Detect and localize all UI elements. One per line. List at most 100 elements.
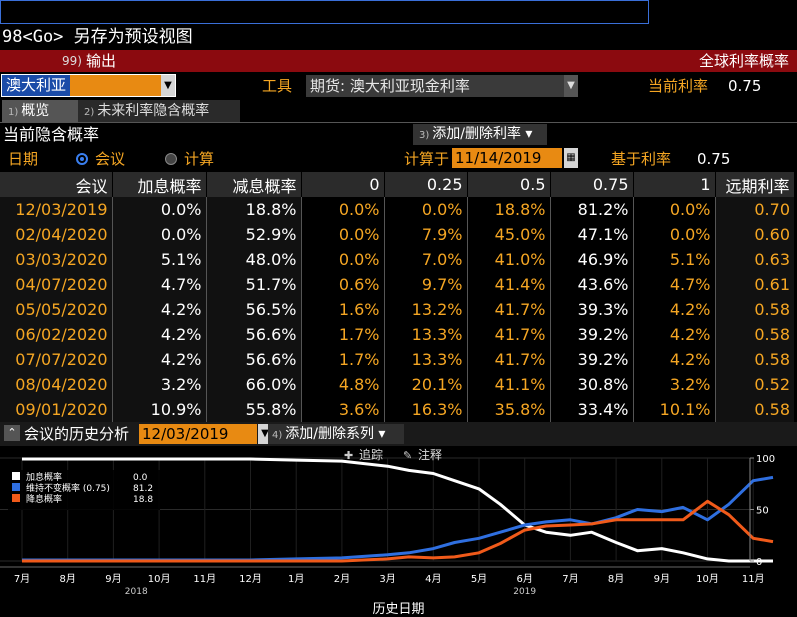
col-header-forward-rate[interactable]: 远期利率 xyxy=(715,172,795,197)
tab-bar: 1) 概览 2) 未来利率隐含概率 xyxy=(0,100,797,123)
probability-cell: 13.2% xyxy=(384,297,468,322)
command-input[interactable] xyxy=(0,0,649,24)
command-line[interactable]: 98<Go> 另存为预设视图 xyxy=(2,27,193,47)
probability-cell: 52.9% xyxy=(206,222,302,247)
calc-date-input[interactable]: 11/14/2019 xyxy=(452,148,562,168)
probability-cell: 35.8% xyxy=(467,397,551,422)
probability-cell: 41.7% xyxy=(467,297,551,322)
col-header-rate[interactable]: 0.25 xyxy=(384,172,468,197)
series-line xyxy=(22,499,774,563)
probability-cell: 0.0% xyxy=(112,197,207,222)
probability-cell: 4.2% xyxy=(112,297,207,322)
add-remove-rate-button[interactable]: 3) 添加/删除利率 ▾ xyxy=(413,124,547,145)
chevron-down-icon[interactable]: ▼ xyxy=(564,75,578,97)
probability-cell: 30.8% xyxy=(550,372,634,397)
table-row[interactable]: 09/01/2020 10.9% 55.8% 3.6% 16.3% 35.8% 33.4% 1… xyxy=(0,397,794,422)
probability-cell: 81.2% xyxy=(550,197,634,222)
base-rate-label: 基于利率 xyxy=(611,150,672,168)
country-select[interactable]: 澳大利亚 ▼ xyxy=(1,74,176,97)
legend-label: 加息概率 xyxy=(26,471,62,483)
pencil-icon[interactable]: ✎ xyxy=(403,449,412,462)
options-row: 日期 会议 计算 计算于 11/14/2019 ▦ 基于利率 0.75 xyxy=(0,147,797,171)
col-header-meeting[interactable]: 会议 xyxy=(0,172,113,197)
probability-cell: 13.3% xyxy=(384,322,468,347)
page-title: 全球利率概率 xyxy=(698,52,789,70)
col-header-hike[interactable]: 加息概率 xyxy=(112,172,207,197)
export-button[interactable]: 输出 xyxy=(86,52,117,70)
country-value: 澳大利亚 xyxy=(2,75,71,96)
calc-option-label: 计算 xyxy=(184,150,215,168)
forward-rate-cell: 0.58 xyxy=(715,322,794,347)
forward-rate-cell: 0.60 xyxy=(715,222,794,247)
collapse-icon[interactable]: ⌃ xyxy=(4,425,20,441)
probability-cell: 0.0% xyxy=(301,222,385,247)
table-row[interactable]: 08/04/2020 3.2% 66.0% 4.8% 20.1% 41.1% 30.8% 3.… xyxy=(0,372,794,397)
forward-rate-cell: 0.61 xyxy=(715,272,794,297)
table-row[interactable]: 02/04/2020 0.0% 52.9% 0.0% 7.9% 45.0% 47.1% 0.0… xyxy=(0,222,794,247)
probability-cell: 4.7% xyxy=(633,272,716,297)
forward-rate-cell: 0.52 xyxy=(715,372,794,397)
legend-box xyxy=(8,470,160,510)
tab-future-probability[interactable]: 2) 未来利率隐含概率 xyxy=(78,100,240,122)
meeting-date-cell: 05/05/2020 xyxy=(0,297,113,322)
radio-meeting[interactable] xyxy=(76,153,88,165)
track-button[interactable]: 追踪 xyxy=(359,447,383,462)
probability-cell: 39.2% xyxy=(550,347,634,372)
probability-cell: 0.0% xyxy=(633,197,716,222)
col-header-rate[interactable]: 0.75 xyxy=(550,172,634,197)
x-tick-label: 12月 xyxy=(239,573,262,585)
probability-cell: 3.2% xyxy=(112,372,207,397)
current-rate-label: 当前利率 xyxy=(648,77,709,95)
x-tick-label: 3月 xyxy=(379,573,395,585)
table-row[interactable]: 12/03/2019 0.0% 18.8% 0.0% 0.0% 18.8% 81.2% 0.0… xyxy=(0,197,794,222)
add-remove-series-button[interactable]: 4) 添加/删除系列 ▾ xyxy=(268,424,404,444)
col-header-rate[interactable]: 0 xyxy=(301,172,385,197)
meeting-date-cell: 07/07/2020 xyxy=(0,347,113,372)
probability-cell: 5.1% xyxy=(112,247,207,272)
annotate-button[interactable]: 注释 xyxy=(418,447,442,462)
calendar-icon[interactable]: ▦ xyxy=(564,148,578,168)
probability-cell: 9.7% xyxy=(384,272,468,297)
col-header-rate[interactable]: 1 xyxy=(633,172,716,197)
probability-cell: 5.1% xyxy=(633,247,716,272)
x-tick-label: 6月 xyxy=(517,573,533,585)
legend-swatch xyxy=(12,483,20,491)
tab-label: 概览 xyxy=(21,103,50,119)
legend-swatch xyxy=(12,494,20,502)
radio-calc[interactable] xyxy=(165,153,177,165)
table-row[interactable]: 04/07/2020 4.7% 51.7% 0.6% 9.7% 41.4% 43.6% 4.7… xyxy=(0,272,794,297)
probability-cell: 33.4% xyxy=(550,397,634,422)
date-label: 日期 xyxy=(8,150,39,168)
probability-cell: 46.9% xyxy=(550,247,634,272)
tab-overview[interactable]: 1) 概览 xyxy=(2,100,82,122)
table-row[interactable]: 03/03/2020 5.1% 48.0% 0.0% 7.0% 41.0% 46.9% 5.1… xyxy=(0,247,794,272)
selector-row: 澳大利亚 ▼ 工具 期货: 澳大利亚现金利率 ▼ 当前利率 0.75 xyxy=(0,73,797,99)
probability-cell: 1.6% xyxy=(301,297,385,322)
button-number: 4) xyxy=(272,430,283,441)
chevron-down-icon[interactable]: ▼ xyxy=(161,75,175,96)
col-header-cut[interactable]: 减息概率 xyxy=(206,172,302,197)
history-meeting-select[interactable]: 12/03/2019 xyxy=(139,424,257,444)
probability-cell: 7.0% xyxy=(384,247,468,272)
x-tick-label: 7月 xyxy=(14,573,30,585)
tool-select[interactable]: 期货: 澳大利亚现金利率 ▼ xyxy=(306,75,578,97)
probability-cell: 45.0% xyxy=(467,222,551,247)
table-row[interactable]: 06/02/2020 4.2% 56.6% 1.7% 13.3% 41.7% 39.2% 4.… xyxy=(0,322,794,347)
x-tick-label: 10月 xyxy=(148,573,171,585)
probability-cell: 10.9% xyxy=(112,397,207,422)
forward-rate-cell: 0.58 xyxy=(715,297,794,322)
track-icon[interactable]: ✚ xyxy=(344,449,353,462)
probability-cell: 47.1% xyxy=(550,222,634,247)
probability-cell: 10.1% xyxy=(633,397,716,422)
col-header-rate[interactable]: 0.5 xyxy=(467,172,551,197)
probability-cell: 4.8% xyxy=(301,372,385,397)
probability-cell: 56.5% xyxy=(206,297,302,322)
probability-cell: 55.8% xyxy=(206,397,302,422)
chart-toolbar[interactable]: ✚ 追踪 ✎ 注释 xyxy=(344,447,442,462)
tab-label: 未来利率隐含概率 xyxy=(97,103,210,119)
table-row[interactable]: 07/07/2020 4.2% 56.6% 1.7% 13.3% 41.7% 39.2% 4.… xyxy=(0,347,794,372)
meeting-date-cell: 08/04/2020 xyxy=(0,372,113,397)
x-tick-label: 8月 xyxy=(608,573,624,585)
table-row[interactable]: 05/05/2020 4.2% 56.5% 1.6% 13.2% 41.7% 39.3% 4.… xyxy=(0,297,794,322)
